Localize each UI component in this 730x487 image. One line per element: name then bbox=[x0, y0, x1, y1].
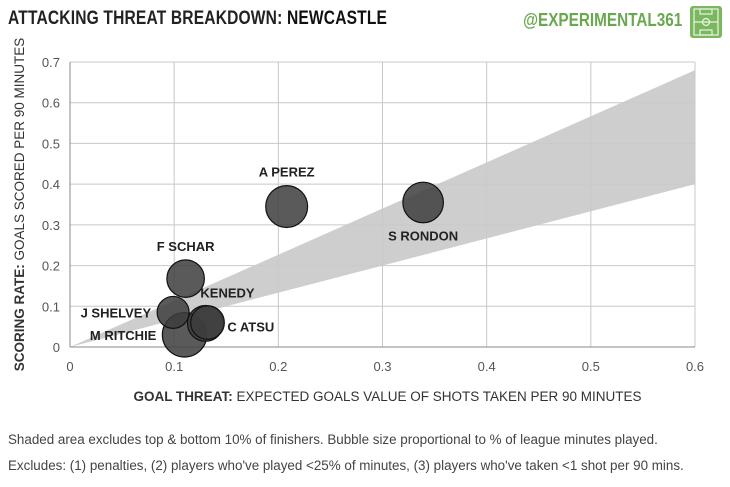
y-tick-label: 0.2 bbox=[42, 259, 60, 274]
point-label: KENEDY bbox=[200, 286, 255, 301]
bubble-s-rondon bbox=[402, 181, 444, 224]
x-tick-label: 0.4 bbox=[478, 359, 496, 374]
footnote-1: Shaded area excludes top & bottom 10% of… bbox=[8, 432, 658, 447]
x-tick-label: 0.2 bbox=[269, 359, 287, 374]
y-tick-label: 0.5 bbox=[42, 136, 60, 151]
x-axis-label-bold: GOAL THREAT: bbox=[133, 389, 236, 404]
y-tick-label: 0.6 bbox=[42, 96, 60, 111]
footnote-2: Excludes: (1) penalties, (2) players who… bbox=[8, 458, 684, 473]
point-label: F SCHAR bbox=[157, 239, 215, 254]
x-tick-label: 0 bbox=[66, 359, 73, 374]
title-text: ATTACKING THREAT BREAKDOWN: bbox=[8, 8, 283, 29]
y-axis-label-bold: SCORING RATE: bbox=[12, 261, 27, 372]
y-axis-label-rest: GOALS SCORED PER 90 MINUTES bbox=[12, 38, 27, 261]
bubble-kenedy bbox=[190, 305, 225, 341]
percentile-band bbox=[70, 70, 695, 348]
title-team: NEWCASTLE bbox=[286, 8, 388, 29]
scatter-chart: 0 0.1 0.2 0.3 0.4 0.5 0.6 0.7 0 0.1 0.2 0.3 0.4 0.5 0.… bbox=[12, 38, 704, 404]
bubble-j-shelvey bbox=[156, 295, 190, 329]
y-axis-label: SCORING RATE: GOALS SCORED PER 90 MINUTE… bbox=[12, 38, 27, 372]
x-axis-label-rest: EXPECTED GOALS VALUE OF SHOTS TAKEN PER … bbox=[236, 389, 641, 404]
point-label: J SHELVEY bbox=[81, 305, 152, 320]
point-label: A PEREZ bbox=[259, 165, 315, 180]
bubble-f-schar bbox=[166, 259, 205, 298]
point-label: S RONDON bbox=[388, 229, 458, 244]
x-tick-label: 0.6 bbox=[686, 359, 704, 374]
y-tick-label: 0 bbox=[53, 340, 60, 355]
y-tick-label: 0.3 bbox=[42, 218, 60, 233]
point-label: M RITCHIE bbox=[90, 328, 157, 343]
x-axis-label: GOAL THREAT: EXPECTED GOALS VALUE OF SHO… bbox=[133, 389, 641, 404]
x-tick-label: 0.5 bbox=[582, 359, 600, 374]
brand-handle: @EXPERIMENTAL361 bbox=[522, 10, 682, 30]
x-tick-label: 0.1 bbox=[165, 359, 183, 374]
y-tick-label: 0.4 bbox=[42, 177, 60, 192]
bubble-a-perez bbox=[265, 184, 309, 229]
y-tick-label: 0.1 bbox=[42, 299, 60, 314]
pitch-logo-icon bbox=[690, 6, 722, 38]
point-label: C ATSU bbox=[227, 319, 274, 334]
y-tick-label: 0.7 bbox=[42, 55, 60, 70]
chart-title: ATTACKING THREAT BREAKDOWN: NEWCASTLE bbox=[8, 8, 387, 30]
x-tick-label: 0.3 bbox=[373, 359, 391, 374]
